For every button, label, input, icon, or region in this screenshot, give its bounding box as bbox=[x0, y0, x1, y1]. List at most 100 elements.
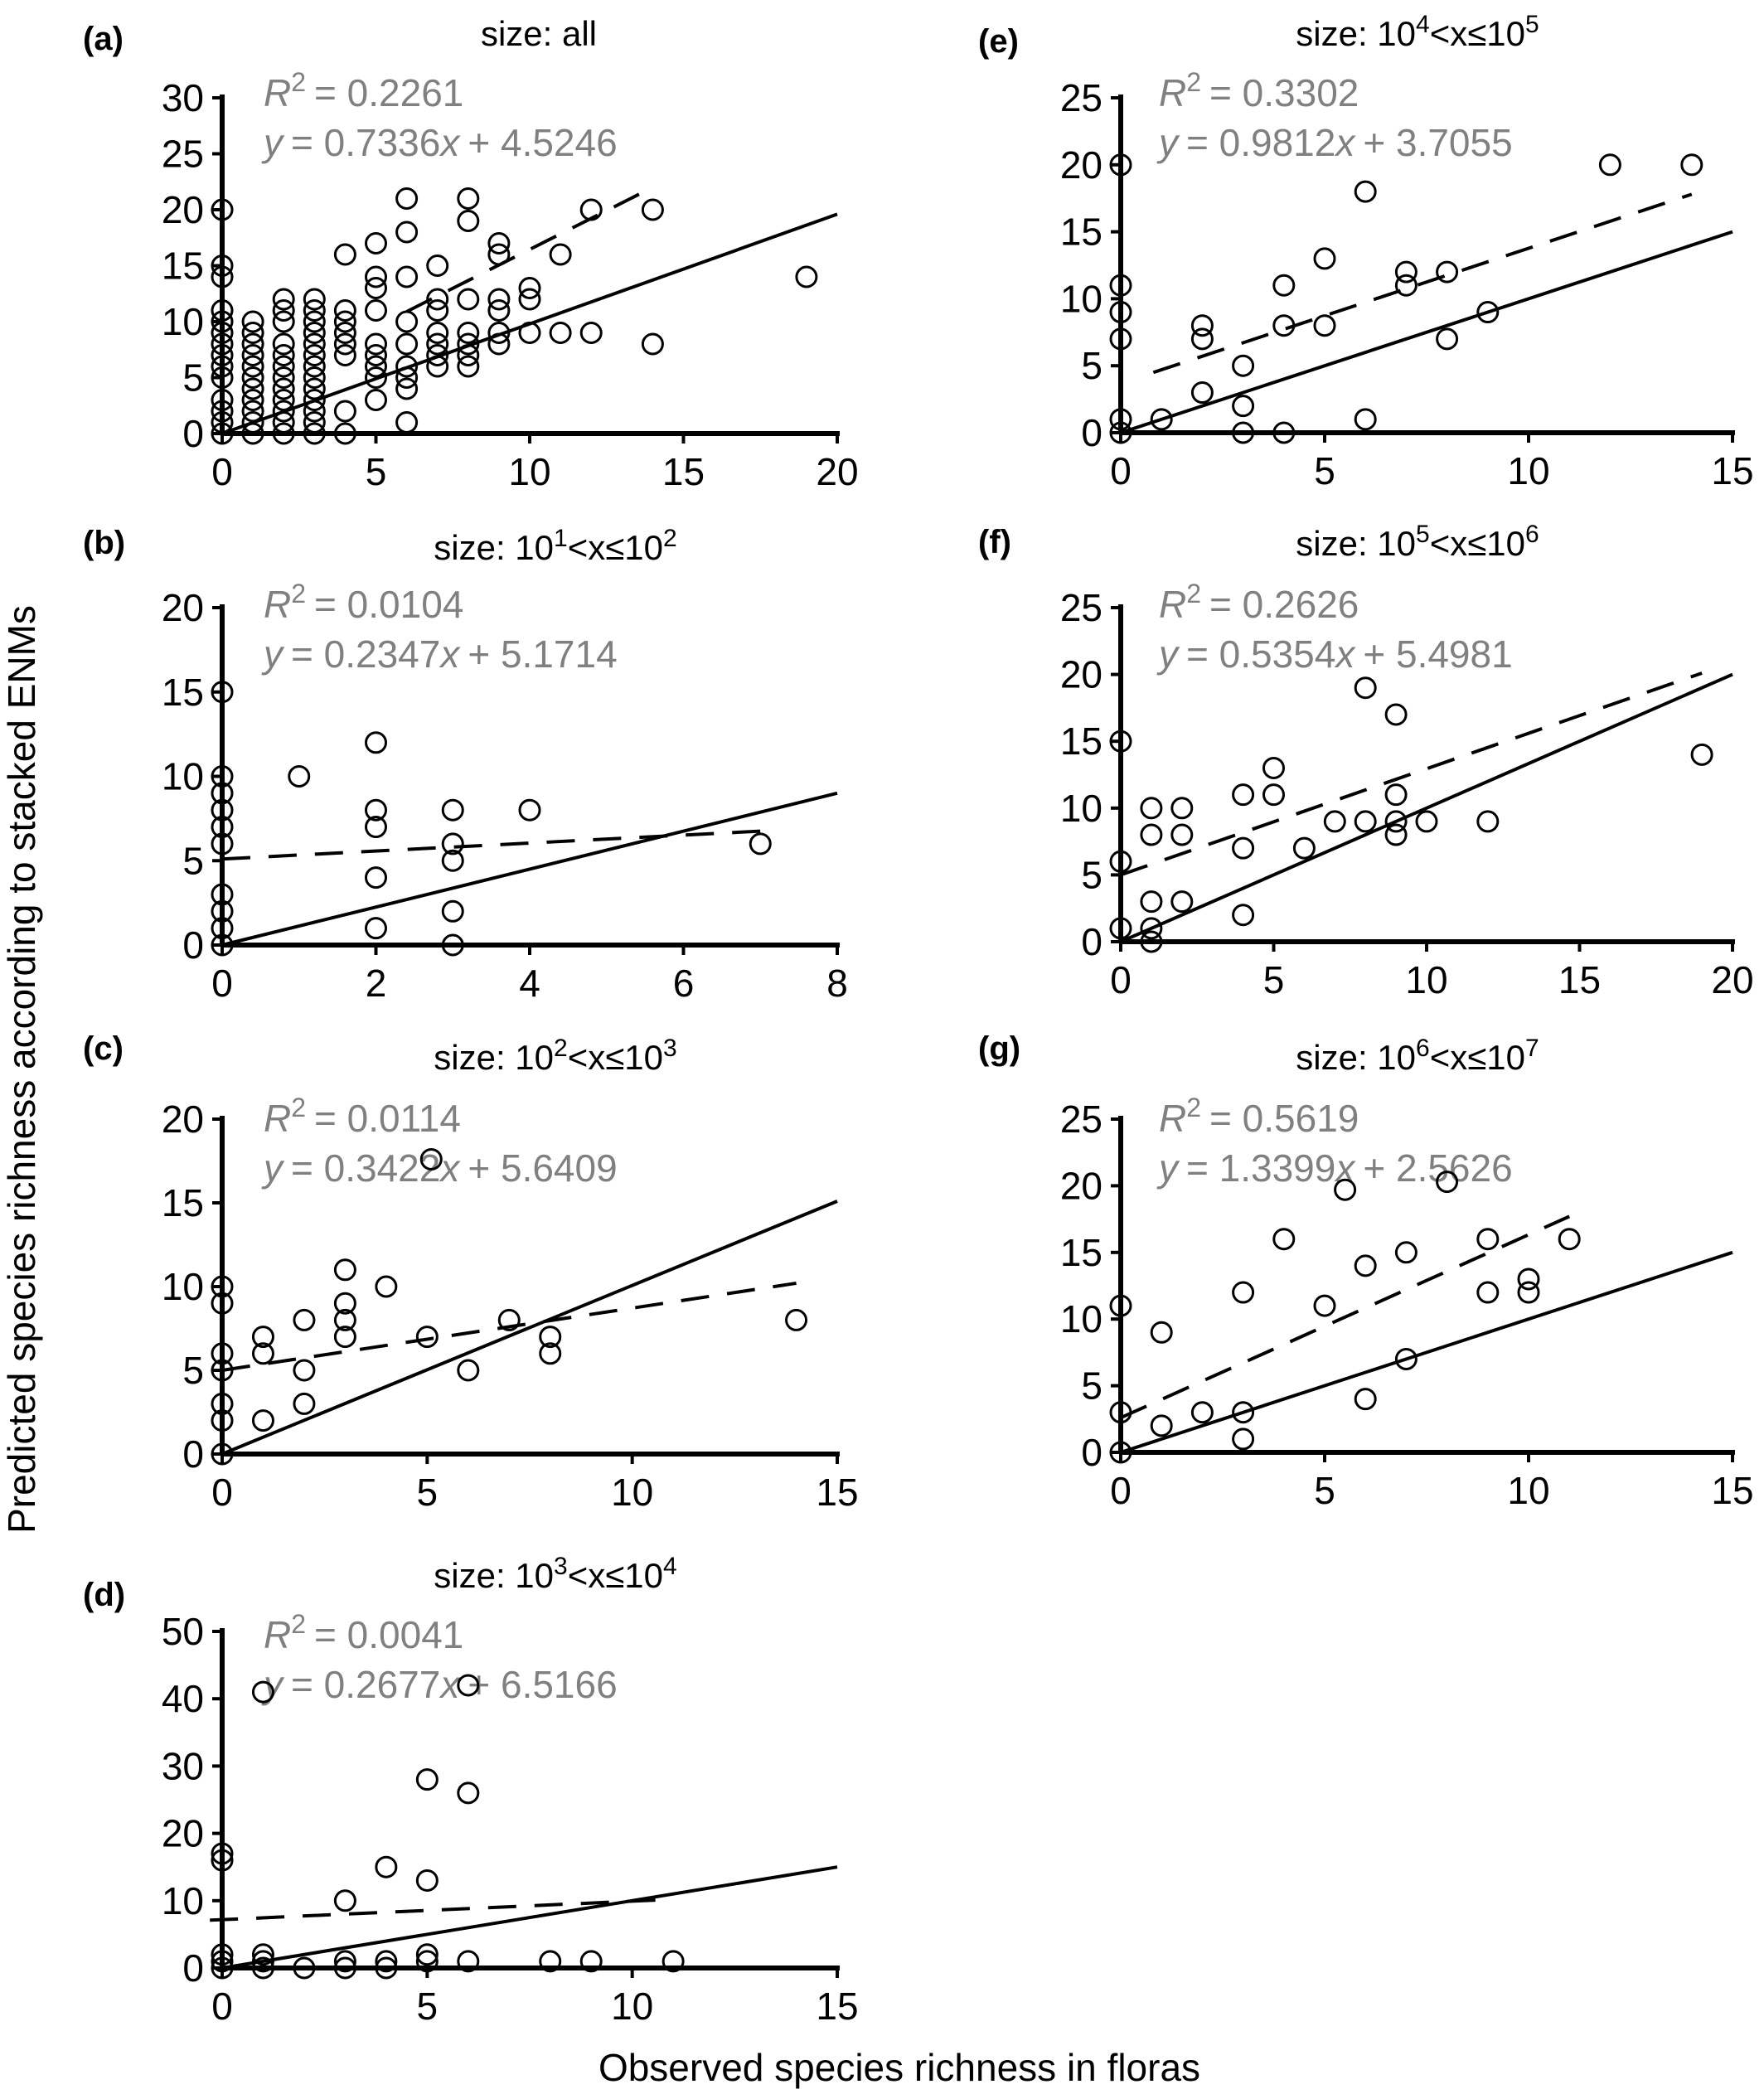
panel-d-point bbox=[457, 1674, 480, 1697]
panel-g-x-tick-label: 10 bbox=[1507, 1469, 1549, 1512]
panel-a-point bbox=[241, 310, 264, 333]
panel-f-point bbox=[1109, 917, 1132, 940]
panel-f-point bbox=[1262, 756, 1285, 779]
panel-f-x-tick-label: 5 bbox=[1263, 958, 1285, 1001]
panel-e-y-tick-label: 0 bbox=[1081, 411, 1102, 454]
panel-b-title-mid: <x≤10 bbox=[568, 528, 663, 567]
panel-b-title-sup1: 1 bbox=[554, 525, 568, 552]
panel-d-title-sup2: 4 bbox=[663, 1553, 677, 1580]
panel-e-point bbox=[1109, 327, 1132, 351]
panel-d-point bbox=[415, 1869, 439, 1892]
panel-e-point bbox=[1476, 301, 1500, 324]
panel-a-point bbox=[272, 344, 295, 366]
panel-a-point bbox=[457, 322, 480, 344]
shared-x-axis-title: Observed species richness in floras bbox=[598, 2046, 1200, 2089]
panel-a-x-tick-label: 0 bbox=[211, 450, 233, 493]
panel-a-plot: 0 5 10 15 20 25 30 0 5 10 15 20 bbox=[162, 76, 859, 493]
panel-f-point bbox=[1354, 810, 1377, 833]
panel-a-point bbox=[333, 422, 356, 445]
panel-a-point bbox=[211, 322, 234, 344]
panel-g-x-tick-label: 15 bbox=[1711, 1469, 1753, 1512]
panel-e-point bbox=[1436, 327, 1459, 351]
panel-a-point bbox=[211, 411, 234, 434]
panel-g-r2: R2 = 0.5619 bbox=[1159, 1093, 1359, 1140]
panel-d-plot: 0 10 20 30 40 50 0 5 10 15 bbox=[162, 1610, 859, 2028]
panel-e-y-tick-label: 5 bbox=[1081, 344, 1102, 387]
panel-d-title-mid: <x≤10 bbox=[568, 1556, 663, 1595]
panel-f-plot: 0 5 10 15 20 25 0 5 10 15 20 bbox=[1060, 586, 1754, 1001]
panel-a-point bbox=[211, 254, 234, 277]
panel-g-dashed-line bbox=[1120, 1214, 1571, 1420]
panel-g-y-tick-label: 15 bbox=[1060, 1231, 1102, 1274]
panel-f-point bbox=[1384, 703, 1408, 726]
panel-e-point bbox=[1354, 180, 1377, 203]
panel-a-point bbox=[303, 377, 326, 400]
panel-f-point bbox=[1384, 810, 1408, 833]
panel-g-point bbox=[1109, 1294, 1132, 1317]
panel-f-point bbox=[1232, 836, 1255, 860]
panel-e-title-sup1: 4 bbox=[1416, 11, 1430, 38]
panel-a-point bbox=[241, 332, 264, 356]
panel-b-point bbox=[211, 899, 234, 923]
panel-d-point bbox=[251, 1680, 274, 1704]
panel-b-point bbox=[749, 832, 772, 856]
panel-d-point bbox=[375, 1855, 398, 1878]
panel-a-equation: y = 0.7336x + 4.5246 bbox=[261, 121, 618, 164]
panel-c-title-sup1: 2 bbox=[554, 1035, 568, 1062]
panel-g-title-mid: <x≤10 bbox=[1430, 1038, 1525, 1077]
panel-e-y-tick-label: 20 bbox=[1060, 143, 1102, 187]
panel-a-point bbox=[365, 332, 387, 356]
panel-a-point bbox=[241, 366, 264, 389]
panel-f-title-mid: <x≤10 bbox=[1430, 524, 1525, 563]
panel-c-y-tick-label: 0 bbox=[182, 1432, 204, 1476]
panel-e-point bbox=[1109, 421, 1132, 444]
panel-c-point bbox=[251, 1326, 274, 1349]
panel-e-point bbox=[1109, 274, 1132, 297]
panel-d-x-tick-label: 0 bbox=[211, 1985, 233, 2028]
panel-c-point bbox=[211, 1442, 234, 1466]
panel-f-dashed-line bbox=[1120, 671, 1703, 877]
panel-b-x-tick-label: 0 bbox=[211, 962, 233, 1005]
panel-c-title-mid: <x≤10 bbox=[568, 1038, 663, 1077]
panel-g-plot: 0 5 10 15 20 25 0 5 10 15 bbox=[1060, 1098, 1754, 1512]
panel-f-solid-line bbox=[1120, 672, 1733, 943]
panel-f-point bbox=[1292, 836, 1316, 860]
panel-g-title-sup1: 6 bbox=[1416, 1035, 1430, 1062]
panel-d-point bbox=[211, 1842, 234, 1865]
panel-f-point bbox=[1170, 823, 1194, 846]
panel-g-point bbox=[1232, 1281, 1255, 1304]
panel-b-point bbox=[441, 849, 464, 872]
panel-a-point bbox=[395, 310, 419, 333]
panel-b-point bbox=[211, 681, 234, 704]
panel-b-title-pre: size: 10 bbox=[434, 528, 554, 567]
panel-b-point bbox=[441, 832, 464, 856]
panel-e-point bbox=[1272, 274, 1296, 297]
panel-g-point bbox=[1109, 1401, 1132, 1424]
panel-a-point bbox=[333, 400, 356, 423]
panel-a-point bbox=[579, 322, 603, 344]
panel-f-point bbox=[1262, 783, 1285, 807]
panel-b-title-sup2: 2 bbox=[663, 525, 677, 552]
panel-g-point bbox=[1476, 1281, 1500, 1304]
panel-f-point bbox=[1170, 797, 1194, 820]
panel-f-point bbox=[1354, 676, 1377, 700]
panel-a-point bbox=[303, 400, 326, 423]
panel-a-point bbox=[426, 322, 449, 344]
panel-d-y-tick-label: 30 bbox=[162, 1744, 204, 1787]
panel-a-point bbox=[395, 355, 419, 378]
panel-a-point bbox=[395, 265, 419, 288]
panel-a-point bbox=[365, 277, 387, 299]
panel-d-point bbox=[375, 1956, 398, 1980]
panel-a-point bbox=[457, 332, 480, 356]
panel-d-point bbox=[293, 1956, 316, 1980]
panel-c-point bbox=[333, 1292, 356, 1315]
panel-c-point bbox=[333, 1308, 356, 1331]
panel-f-point bbox=[1384, 823, 1408, 846]
panel-c-point bbox=[251, 1342, 274, 1365]
panel-d-point bbox=[375, 1950, 398, 1973]
panel-f-point bbox=[1109, 850, 1132, 873]
panel-a-point bbox=[272, 299, 295, 322]
panel-b-point bbox=[211, 917, 234, 940]
panel-a-point bbox=[272, 355, 295, 378]
panel-d-y-tick-label: 0 bbox=[182, 1946, 204, 1990]
